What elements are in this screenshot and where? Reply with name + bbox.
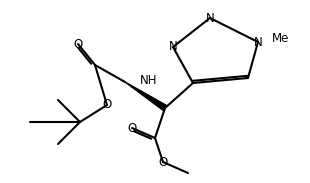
Text: N: N bbox=[254, 36, 262, 48]
Text: Me: Me bbox=[272, 33, 289, 46]
Text: O: O bbox=[102, 98, 112, 111]
Text: N: N bbox=[206, 12, 215, 25]
Polygon shape bbox=[125, 82, 167, 111]
Text: O: O bbox=[158, 156, 168, 169]
Text: NH: NH bbox=[140, 74, 157, 87]
Text: O: O bbox=[73, 38, 83, 51]
Text: O: O bbox=[127, 122, 137, 135]
Text: N: N bbox=[169, 40, 177, 53]
